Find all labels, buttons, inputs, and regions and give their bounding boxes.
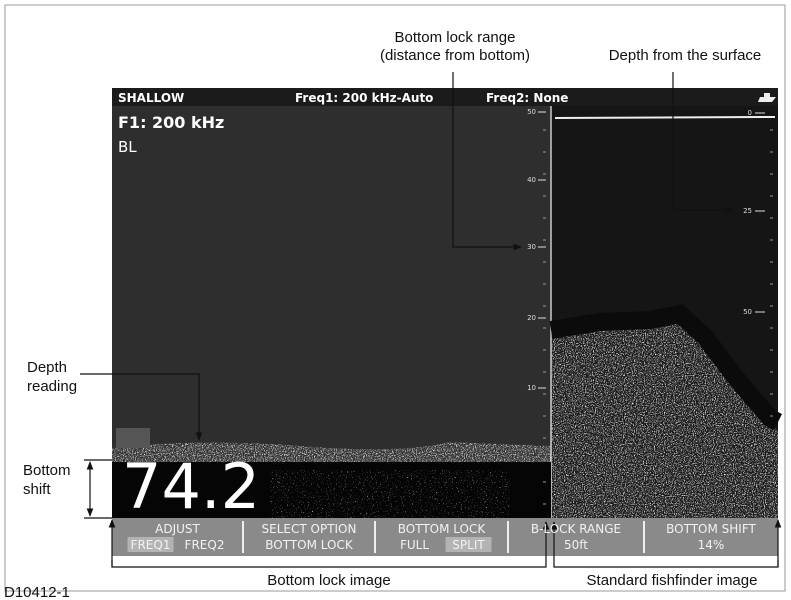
mode-label: BL: [118, 138, 137, 156]
annotation: Depth from the surface: [609, 47, 762, 64]
lock-echo: [270, 470, 510, 518]
annotation: Bottom lock range: [395, 29, 516, 46]
arrow-tick: [84, 459, 112, 519]
softkey-option: 14%: [698, 538, 725, 552]
frame: [4, 4, 786, 592]
softkey-label: BOTTOM SHIFT: [666, 522, 756, 536]
scale-label: 40: [527, 176, 536, 184]
arrow: [80, 373, 203, 441]
screen-mode: SHALLOW: [118, 91, 184, 105]
annotation: shift: [23, 481, 51, 498]
softkey-option: BOTTOM LOCK: [265, 538, 354, 552]
softkey-label: SELECT OPTION: [262, 522, 357, 536]
softkey-bar: [112, 518, 778, 556]
scale-label: 10: [527, 384, 536, 392]
softkey-highlight: [127, 537, 174, 552]
softkey-label: ADJUST: [155, 522, 200, 536]
depth-reading: 74.2: [122, 450, 260, 523]
softkey-option: FREQ1: [131, 538, 171, 552]
annotation: reading: [27, 378, 77, 395]
scale-label: 30: [527, 243, 536, 251]
bottom-contour: [549, 304, 783, 431]
annotation: (distance from bottom): [380, 47, 530, 64]
boat-icon: [758, 93, 776, 102]
softkey-option: SPLIT: [452, 538, 485, 552]
scale-label: 25: [743, 207, 752, 215]
annotation: Bottom: [23, 462, 71, 479]
screen-freq: Freq1: 200 kHz-Auto: [295, 91, 433, 105]
bottom-noise: [112, 442, 551, 462]
bracket: [111, 560, 547, 568]
annotation: Depth: [27, 359, 67, 376]
header-bar: [112, 88, 778, 106]
scale-label: 20: [527, 314, 536, 322]
softkey-option: FULL: [400, 538, 429, 552]
softkey-highlight: [445, 537, 492, 552]
annotation: Standard fishfinder image: [587, 572, 758, 589]
softkey-option: 50ft: [564, 538, 588, 552]
softkey-label: B-LOCK RANGE: [531, 522, 621, 536]
scale-label: 50: [743, 308, 752, 316]
frequency: F1: 200 kHz: [118, 113, 224, 132]
screen-freq: Freq2: None: [486, 91, 568, 105]
annotation: Bottom lock image: [267, 572, 390, 589]
arrow: [672, 72, 735, 214]
softkey-label: BOTTOM LOCK: [398, 522, 487, 536]
depth-box: [116, 428, 150, 448]
scale-label: 50: [527, 108, 536, 116]
scale-label: 0: [748, 109, 752, 117]
arrow: [452, 72, 522, 251]
surface-line: [554, 116, 776, 119]
softkey-option: FREQ2: [185, 538, 225, 552]
figure-id: D10412-1: [4, 584, 70, 600]
bracket: [553, 560, 779, 568]
